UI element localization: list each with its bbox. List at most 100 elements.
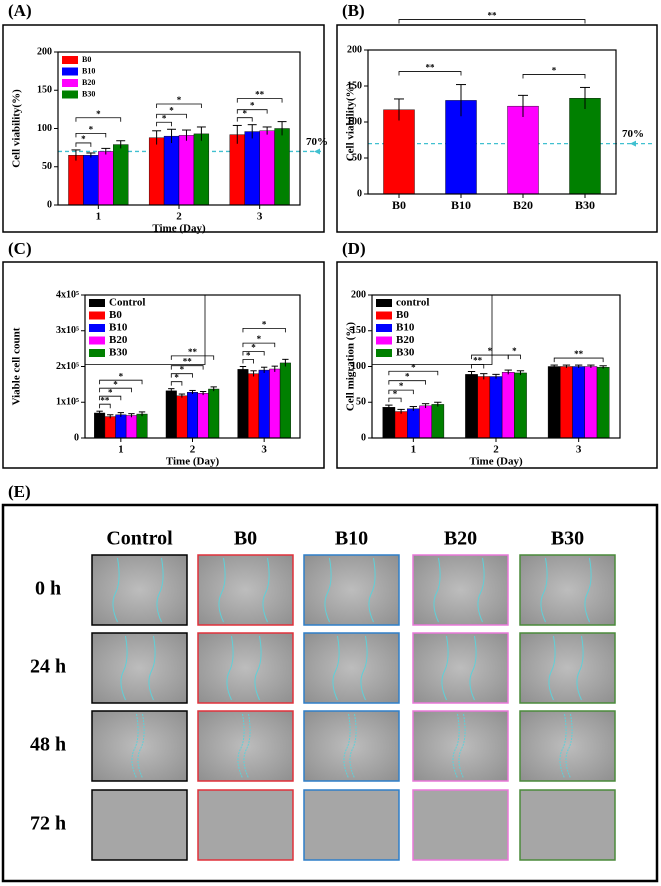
bar: [244, 131, 260, 206]
x-tick-label: 3: [576, 444, 582, 456]
y-tick-label: 100: [37, 123, 52, 134]
significance-bracket: *: [156, 105, 187, 119]
y-tick-label: 150: [351, 325, 366, 336]
error-bar: [199, 391, 207, 396]
bar: [269, 368, 281, 439]
bracket-line: [156, 121, 172, 127]
significance-label: *: [257, 334, 262, 344]
bracket-line: [99, 403, 111, 409]
significance-bracket: *: [388, 372, 426, 385]
y-axis-label: Cell migration (%): [345, 322, 357, 412]
wound-image: [519, 789, 616, 861]
y-tick-label: 200: [347, 44, 362, 55]
significance-bracket: **: [170, 347, 215, 360]
wound-image: [91, 710, 188, 782]
wound-edge: [148, 635, 156, 701]
y-axis-label: Cell viability(%): [345, 82, 357, 161]
y-tick-label: 0: [361, 432, 366, 443]
y-tick-label: 100: [351, 361, 366, 372]
x-tick-label: 1: [96, 211, 102, 223]
legend-label: B0: [396, 309, 409, 321]
bracket-line: [507, 354, 521, 360]
wound-edge: [368, 557, 376, 623]
error-bar: [189, 389, 196, 395]
column-header: Control: [106, 528, 173, 550]
error-bar: [128, 413, 135, 418]
legend-swatch: [62, 90, 78, 99]
significance-label: **: [100, 395, 110, 405]
significance-label: *: [399, 381, 404, 391]
bar: [104, 416, 116, 439]
bracket-line: [156, 113, 187, 119]
significance-bracket: *: [242, 334, 276, 348]
error-bar: [580, 86, 590, 110]
wound-edge: [131, 713, 139, 779]
legend-swatch: [62, 67, 78, 76]
threshold-label: 70%: [622, 128, 644, 140]
significance-label: *: [174, 373, 179, 383]
error-bar: [117, 412, 125, 417]
significance-bracket: *: [170, 365, 193, 378]
significance-label: *: [262, 319, 267, 329]
significance-bracket: *: [242, 343, 265, 356]
y-tick-label: 50: [42, 161, 52, 172]
bracket-line: [156, 103, 202, 108]
error-bar: [86, 152, 96, 158]
bar: [208, 388, 220, 439]
bracket-line: [242, 359, 254, 364]
bar: [489, 376, 503, 439]
wound-edge: [237, 713, 245, 779]
legend-label: B20: [109, 334, 128, 346]
panel-label: (C): [8, 239, 32, 258]
error-bar: [107, 414, 114, 419]
error-bar: [96, 410, 103, 415]
bar: [125, 415, 137, 439]
wound-image: [303, 554, 400, 626]
error-bar: [574, 364, 583, 368]
bar: [596, 367, 610, 439]
x-tick-label: 2: [176, 211, 182, 223]
image-area: [303, 554, 400, 626]
image-area: [519, 789, 616, 861]
significance-bracket: **: [553, 349, 604, 363]
bar: [431, 404, 445, 439]
bar: [248, 373, 260, 439]
significance-label: *: [488, 346, 493, 356]
wound-edge: [559, 713, 567, 779]
x-axis-label: Time (Day): [152, 223, 206, 235]
significance-bracket: *: [170, 373, 183, 386]
bracket-line: [388, 389, 414, 395]
legend-swatch: [89, 311, 105, 320]
significance-bracket: *: [99, 371, 143, 385]
panel-frame: [336, 261, 658, 469]
error-bar: [260, 366, 268, 373]
panel-label: (A): [8, 1, 32, 20]
column-header: B0: [234, 528, 257, 550]
error-bar: [599, 365, 607, 369]
wound-edge: [477, 557, 485, 623]
bar: [259, 130, 275, 206]
bar: [407, 408, 420, 439]
panel-frame: [1, 503, 659, 883]
y-tick-label: 0: [74, 432, 79, 443]
wound-image: [197, 554, 294, 626]
wound-edge: [540, 557, 548, 623]
x-tick-label: B10: [451, 198, 471, 212]
wound-edge: [433, 557, 441, 623]
significance-bracket: **: [170, 357, 204, 370]
bar: [115, 414, 127, 439]
significance-label: *: [162, 113, 167, 123]
significance-bracket: *: [388, 381, 414, 395]
bar: [136, 413, 148, 439]
wound-image: [91, 554, 188, 626]
axes-frame: [84, 294, 301, 439]
legend-label: B30: [82, 89, 95, 98]
image-area: [91, 710, 188, 782]
bar: [178, 135, 195, 206]
image-area: [519, 554, 616, 626]
image-area: [519, 710, 616, 782]
wound-image: [519, 710, 616, 782]
significance-label: **: [188, 347, 198, 357]
legend-label: B20: [396, 334, 415, 346]
bar: [572, 366, 585, 439]
